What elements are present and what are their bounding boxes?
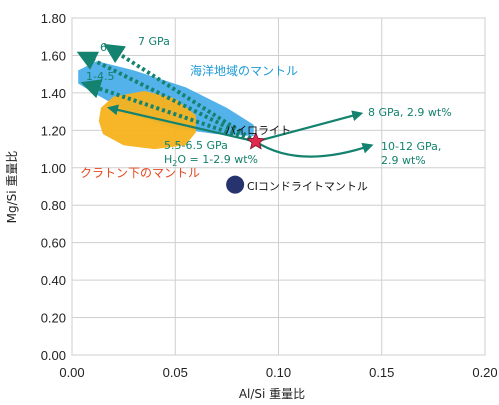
- y-tick-label: 0.40: [41, 273, 66, 288]
- y-tick-label: 1.20: [41, 123, 66, 138]
- x-axis-title: Al/Si 重量比: [239, 387, 305, 401]
- y-tick-label: 0.80: [41, 198, 66, 213]
- arrow-6gpa: [76, 51, 257, 144]
- arrow-5-5-6-5gpa: [107, 104, 257, 143]
- y-tick-label: 1.60: [41, 48, 66, 63]
- regions: [78, 61, 254, 150]
- x-tick-label: 0.10: [266, 365, 291, 380]
- oceanic-label: 海洋地域のマントル: [190, 63, 298, 78]
- pyrolite-star-icon: [246, 131, 266, 150]
- y-tick-label: 0.60: [41, 236, 66, 251]
- label-5-5gpa-a: 5.5-6.5 GPa: [164, 139, 228, 152]
- x-tick-label: 0.20: [472, 365, 497, 380]
- chondrite-label: CIコンドライトマントル: [247, 180, 368, 193]
- label-10-12gpa-b: 2.9 wt%: [381, 154, 426, 167]
- grid: [71, 17, 486, 356]
- label-7gpa: 7 GPa: [138, 35, 170, 48]
- label-5-5gpa-b: H2O = 1-2.9 wt%: [164, 153, 258, 168]
- h2o-h: H: [164, 153, 172, 166]
- y-tick-label: 1.40: [41, 86, 66, 101]
- x-tick-label: 0.00: [59, 365, 84, 380]
- x-tick-label: 0.15: [369, 365, 394, 380]
- x-tick-label: 0.05: [163, 365, 188, 380]
- label-6: 6: [100, 41, 107, 54]
- y-tick-label: 1.80: [41, 11, 66, 26]
- points: [226, 131, 266, 194]
- arrow-8gpa: [255, 110, 364, 143]
- h2o-sub: 2: [172, 159, 177, 168]
- y-tick-label: 0.20: [41, 311, 66, 326]
- label-1-4-5: 1-4.5: [86, 70, 114, 83]
- craton-mantle-region: [98, 91, 196, 150]
- y-axis-title: Mg/Si 重量比: [5, 151, 19, 224]
- craton-label: クラトン下のマントル: [80, 166, 200, 180]
- h2o-rest: O = 1-2.9 wt%: [177, 153, 258, 166]
- label-10-12gpa-a: 10-12 GPa,: [381, 140, 441, 153]
- label-8gpa: 8 GPa, 2.9 wt%: [368, 106, 452, 119]
- y-tick-label: 0.00: [41, 348, 66, 363]
- arrow-10-12gpa: [255, 140, 374, 158]
- pyrolite-label: パイロライト: [225, 124, 291, 137]
- arrows: [76, 43, 374, 158]
- ticks: 0.00 0.20 0.40 0.60 0.80 1.00 1.20 1.40 1.60 1.80…: [41, 11, 498, 380]
- arrow-1-4-5gpa: [80, 79, 257, 144]
- y-tick-label: 1.00: [41, 161, 66, 176]
- ci-chondrite-point: [226, 175, 245, 194]
